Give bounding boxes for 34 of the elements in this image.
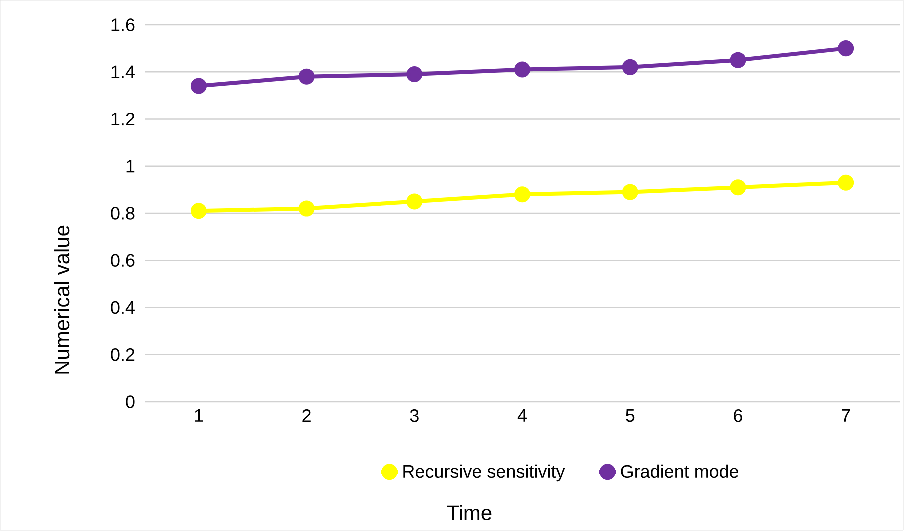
point: [190, 203, 207, 220]
point: [838, 174, 854, 191]
x-tick-label: 1: [195, 410, 204, 422]
point: [190, 78, 207, 94]
point: [514, 62, 531, 78]
y-tick-label: 1.6: [112, 18, 135, 32]
x-tick-label: 5: [626, 410, 635, 422]
point: [622, 184, 638, 200]
y-tick-label: 1.4: [112, 66, 135, 78]
legend-label: Recursive sensitivity: [404, 464, 566, 482]
y-axis-title: Numerical value: [54, 226, 70, 374]
y-tick-label: 0.8: [111, 207, 135, 220]
point: [730, 180, 746, 196]
y-tick-label: 0: [126, 396, 135, 408]
legend-label: Gradient mode: [621, 464, 739, 478]
x-axis-title: Time: [447, 505, 492, 521]
y-tick-label: 1: [126, 160, 135, 173]
x-tick-label: 6: [734, 410, 742, 422]
point: [730, 52, 746, 68]
y-tick-label: 0.2: [111, 348, 135, 362]
x-tick-label: 3: [410, 410, 419, 422]
point: [406, 66, 423, 82]
point: [298, 200, 315, 217]
point: [838, 40, 854, 57]
y-tick-label: 0.4: [111, 301, 135, 314]
point: [514, 186, 531, 203]
point: [406, 194, 423, 210]
y-tick-label: 0.6: [111, 254, 135, 267]
point: [622, 59, 638, 76]
x-tick-label: 7: [842, 410, 850, 422]
y-tick-label: 1.2: [112, 112, 135, 126]
point: [298, 68, 315, 85]
x-tick-label: 4: [518, 410, 527, 422]
x-tick-label: 2: [302, 410, 311, 422]
